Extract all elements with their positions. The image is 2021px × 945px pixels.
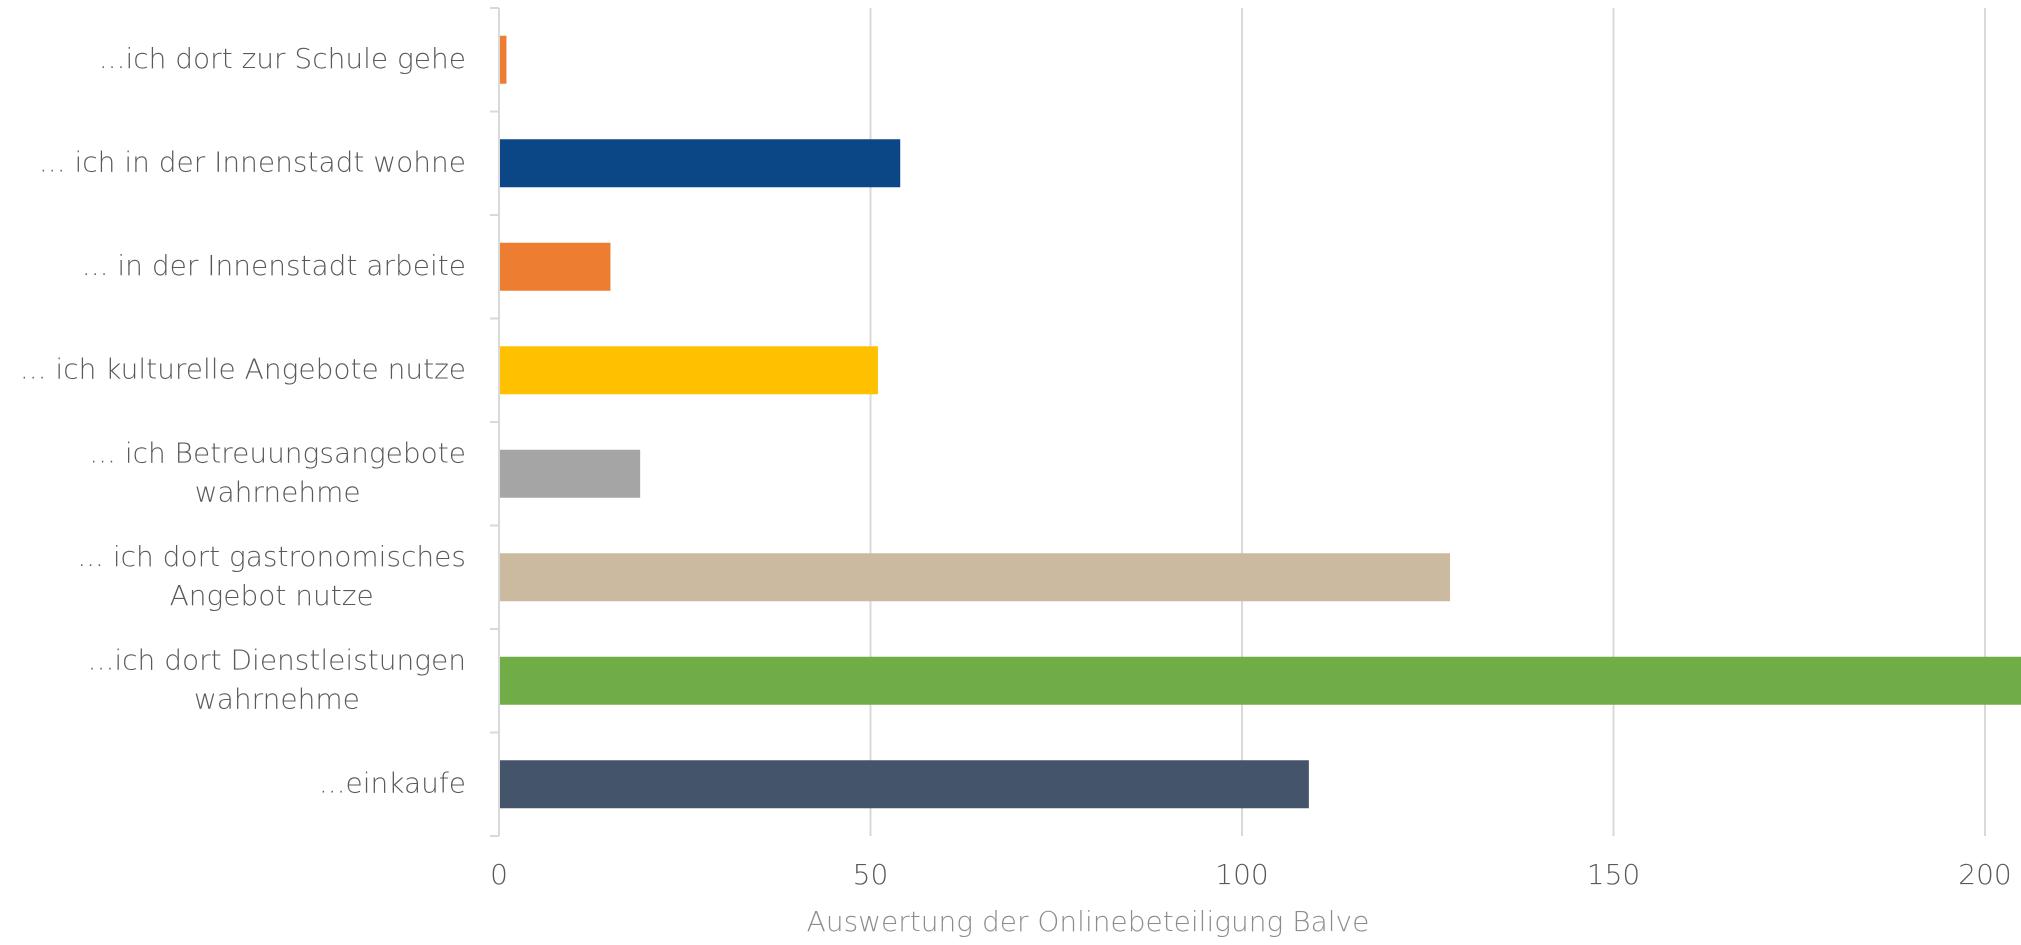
category-label-4-line-0: ... ich Betreuungsangebote: [89, 436, 466, 469]
x-axis-title: Auswertung der Onlinebeteiligung Balve: [807, 905, 1370, 938]
category-label-0: ...ich dort zur Schule gehe: [99, 42, 466, 75]
x-tick-labels: 0 50 100 150 200: [490, 858, 2012, 891]
category-label-7: ...einkaufe: [319, 766, 466, 799]
category-label-5-line-0: ... ich dort gastronomisches: [77, 540, 466, 573]
category-label-1: ... ich in der Innenstadt wohne: [39, 145, 466, 178]
bar-5: [500, 553, 1451, 602]
category-label-3: ... ich kulturelle Angebote nutze: [20, 352, 466, 385]
bars: [500, 35, 2021, 809]
bar-2: [500, 242, 611, 291]
category-label-2: ... in der Innenstadt arbeite: [82, 249, 466, 282]
category-label-6-line-1: wahrnehme: [194, 682, 360, 715]
bar-1: [500, 139, 901, 188]
category-label-5-line-1: Angebot nutze: [170, 579, 374, 612]
gridlines: [490, 7, 1986, 837]
bar-6: [500, 656, 2021, 705]
category-label-4-line-1: wahrnehme: [195, 475, 361, 508]
x-tick-label-100: 100: [1215, 858, 1268, 891]
x-tick-label-0: 0: [490, 858, 508, 891]
category-labels: ...ich dort zur Schule gehe ... ich in de…: [20, 42, 466, 800]
x-tick-label-150: 150: [1587, 858, 1640, 891]
x-tick-label-200: 200: [1958, 858, 2011, 891]
bar-3: [500, 346, 878, 395]
bar-0: [500, 35, 507, 84]
category-label-6-line-0: ...ich dort Dienstleistungen: [88, 643, 466, 676]
bar-4: [500, 449, 641, 498]
x-tick-label-50: 50: [853, 858, 889, 891]
bar-7: [500, 760, 1309, 809]
